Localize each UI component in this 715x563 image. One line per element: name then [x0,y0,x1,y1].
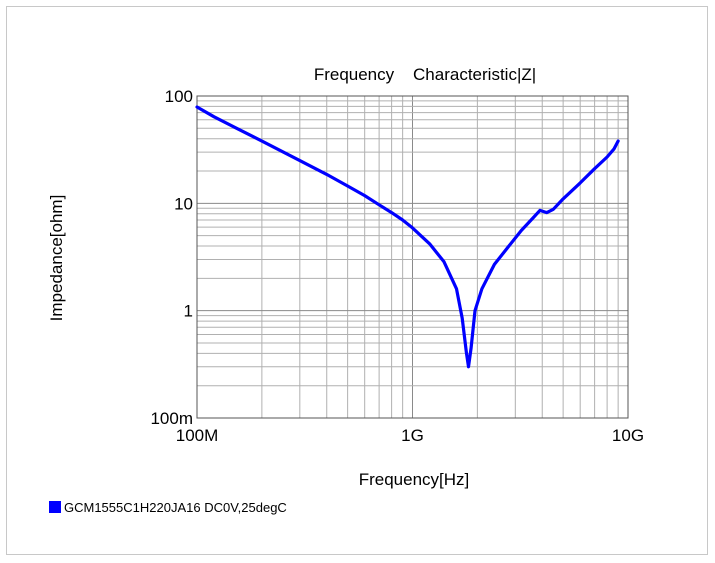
x-tick-label: 100M [176,426,219,445]
x-axis-label: Frequency[Hz] [359,470,470,489]
chart-title: Frequency Characteristic|Z| [314,65,536,84]
y-axis-label: Impedance[ohm] [47,195,66,322]
y-tick-label: 10 [174,194,193,213]
legend-swatch [49,501,61,513]
x-tick-label: 1G [401,426,424,445]
legend-label: GCM1555C1H220JA16 DC0V,25degC [64,500,287,515]
chart-frame [6,6,708,555]
grid-lines [196,96,628,419]
impedance-curve [195,105,620,369]
x-tick-label: 10G [612,426,644,445]
y-tick-label: 100 [165,87,193,106]
y-tick-label: 100m [150,409,193,428]
axis-ticks: 100M 1G 10G 100m 1 10 100 [150,87,644,445]
plot-area [196,95,629,419]
legend: GCM1555C1H220JA16 DC0V,25degC [49,500,287,515]
y-tick-label: 1 [184,302,193,321]
series-layer [195,105,620,369]
